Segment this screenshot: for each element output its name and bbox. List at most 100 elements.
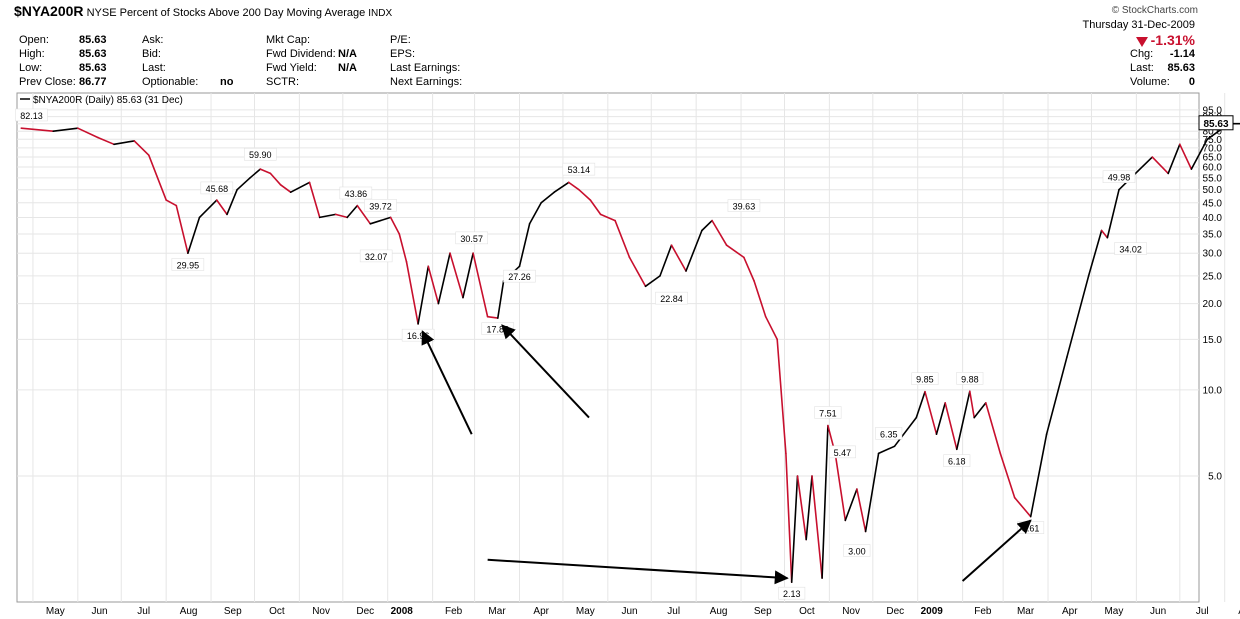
series-segment — [417, 265, 430, 325]
series-segment — [999, 452, 1016, 499]
annotation-label: 7.51 — [819, 408, 837, 418]
annotation-box — [339, 186, 373, 200]
annotation-box — [828, 445, 856, 459]
series-segment — [289, 181, 311, 193]
x-tick-label: Nov — [842, 606, 860, 617]
series-segment — [743, 256, 755, 282]
down-triangle-icon — [1135, 37, 1148, 48]
annotation-label: 29.95 — [177, 260, 200, 270]
series-segment — [427, 265, 440, 305]
x-tick-label: May — [1104, 606, 1123, 617]
series-segment — [893, 416, 918, 448]
y-tick-label: 30.0 — [1203, 249, 1223, 260]
series-segment — [811, 475, 823, 579]
annotation-box — [455, 231, 488, 245]
quote-label: Volume: — [1130, 76, 1170, 88]
annotation-arrow — [487, 558, 789, 585]
x-tick-label: Sep — [754, 606, 772, 617]
series-segment — [753, 280, 767, 318]
quote-label: Chg: — [1130, 48, 1154, 60]
quote-col-fund: Mkt Cap: Fwd Dividend: N/A Fwd Yield: N/A … — [266, 34, 366, 90]
series-segment — [968, 390, 976, 419]
optionable-value: no — [220, 76, 234, 88]
series-segment — [628, 256, 647, 288]
series-segment — [1106, 188, 1120, 239]
series-segment — [175, 204, 189, 254]
quote-col-right: Chg: -1.14 Last: 85.63 Volume: 0 — [1130, 48, 1195, 90]
annotation-box — [503, 269, 536, 283]
annotation-label: 9.85 — [916, 375, 934, 385]
annotation-box — [875, 427, 903, 440]
series-segment — [796, 475, 808, 541]
annotation-label: 53.14 — [568, 165, 591, 175]
y-tick-label: 40.0 — [1203, 213, 1223, 224]
x-tick-label: Jun — [1150, 606, 1166, 617]
chg-value: -1.14 — [1169, 48, 1195, 60]
x-tick-label: Aug — [1238, 606, 1240, 617]
series-segment — [924, 390, 938, 436]
change-percent-box: -1.31% — [1135, 32, 1195, 48]
annotation-label: 59.90 — [249, 150, 272, 160]
series-segment — [670, 244, 687, 272]
x-tick-label: Dec — [356, 606, 374, 617]
annotation-label: 32.07 — [365, 252, 388, 262]
x-tick-label: Aug — [180, 606, 198, 617]
series-segment — [437, 252, 451, 305]
annotation-label: 43.86 — [345, 189, 368, 199]
x-tick-label: Apr — [1062, 606, 1078, 617]
eps-label: EPS: — [390, 48, 416, 60]
annotation-box — [943, 454, 971, 467]
last-right-value: 85.63 — [1167, 62, 1195, 74]
series-segment — [369, 216, 392, 225]
x-tick-label: Sep — [224, 606, 242, 617]
annotation-box — [814, 406, 842, 419]
series-segment — [449, 252, 464, 299]
annotation-arrow — [501, 324, 590, 419]
series-segment — [113, 140, 136, 146]
y-tick-label: 95.0 — [1203, 105, 1223, 116]
series-segment — [915, 390, 926, 419]
series-segment — [405, 260, 419, 325]
series-segment — [955, 390, 971, 451]
series-segment — [973, 402, 987, 419]
exchange: INDX — [368, 8, 393, 19]
quote-col-mid: Ask: Bid: Last: Optionable: no — [142, 34, 242, 90]
quote-label: Low: — [19, 62, 43, 74]
series-segment — [496, 280, 505, 319]
annotation-label: 34.02 — [1119, 245, 1142, 255]
quote-label: Mkt Cap: — [266, 34, 311, 46]
y-tick-label: 65.0 — [1203, 153, 1223, 164]
series-segment — [249, 168, 262, 179]
x-tick-label: Feb — [974, 606, 992, 617]
series-segment — [1045, 356, 1068, 436]
quote-label: Prev Close: — [19, 76, 76, 88]
annotation-label: 27.26 — [508, 272, 531, 282]
annotation-label: 49.98 — [1108, 173, 1131, 183]
series-segment — [1179, 143, 1193, 170]
annotation-label: 39.63 — [733, 202, 756, 212]
y-tick-label: 35.0 — [1203, 230, 1223, 241]
annotation-label: 5.47 — [834, 448, 852, 458]
series-segment — [540, 191, 556, 204]
y-tick-label: 75.0 — [1203, 135, 1223, 146]
series-segment — [790, 475, 799, 584]
y-tick-label: 45.0 — [1203, 198, 1223, 209]
y-tick-label: 5.0 — [1208, 472, 1222, 483]
series-segment — [486, 315, 499, 319]
annotation-box — [364, 199, 397, 212]
series-segment — [259, 168, 272, 175]
series-segment — [279, 184, 292, 193]
quote-col-left: Open: 85.63 High: 85.63 Low: 85.63 Prev Clo… — [19, 34, 119, 90]
quote-label: Open: — [19, 34, 49, 46]
series-segment — [1029, 433, 1048, 518]
series-segment — [1100, 229, 1109, 239]
series-segment — [567, 181, 580, 191]
quote-header: $NYA200R NYSE Percent of Stocks Above 20… — [0, 0, 1240, 92]
series-segment — [77, 127, 99, 139]
series-segment — [877, 445, 896, 455]
annotation-box — [655, 291, 688, 305]
series-segment — [1151, 156, 1169, 175]
series-segment — [553, 181, 570, 193]
y-tick-label: 80.0 — [1203, 127, 1223, 138]
quote-col-earn: P/E: EPS: Last Earnings: Next Earnings: — [390, 34, 462, 90]
